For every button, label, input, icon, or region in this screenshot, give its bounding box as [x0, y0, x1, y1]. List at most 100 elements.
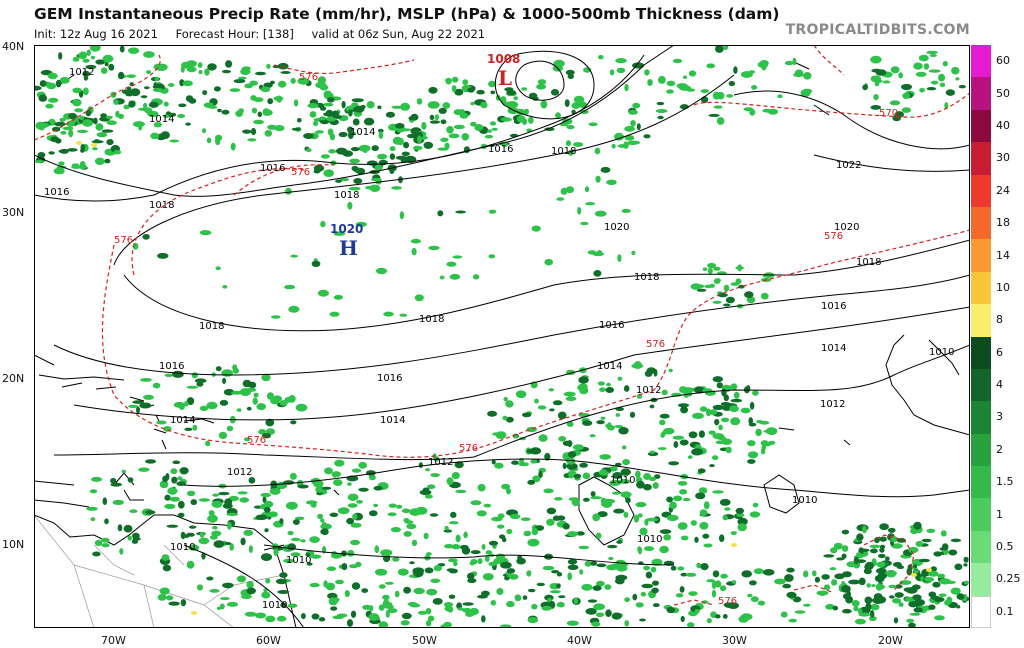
isobar-label: 1018	[634, 272, 659, 283]
isobar-label: 1014	[170, 415, 195, 426]
colorbar-swatch	[971, 77, 991, 111]
isobar-label: 1018	[334, 190, 359, 201]
isobar-label: 1010	[170, 542, 195, 553]
colorbar-label: 0.1	[996, 604, 1014, 618]
isobar-label: 1020	[834, 222, 859, 233]
isobar-label: 1014	[597, 361, 622, 372]
isobar-label: 1010	[792, 495, 817, 506]
thickness-label: 576	[824, 231, 843, 242]
isobar-label: 1016	[599, 320, 624, 331]
low-pressure-center: 1008 L	[487, 52, 520, 90]
lon-label-50w: 50W	[412, 634, 437, 647]
isobar-label: 1022	[836, 160, 861, 171]
colorbar-label: 50	[996, 86, 1010, 100]
forecast-hour: Forecast Hour: [138]	[175, 27, 294, 41]
isobar-label: 1014	[380, 415, 405, 426]
isobar-label: 1012	[227, 467, 252, 478]
low-letter: L	[498, 66, 512, 90]
thickness-label: 570	[879, 108, 898, 119]
weather-map: 1012 1014 1014 1016 1016 1016 1018 1018 …	[34, 45, 970, 628]
thickness-label: 576	[646, 339, 665, 350]
lon-label-60w: 60W	[256, 634, 281, 647]
colorbar-label: 10	[996, 280, 1010, 294]
colorbar-swatch	[971, 109, 991, 143]
isobar-label: 1016	[488, 144, 513, 155]
colorbar-swatch	[971, 466, 991, 499]
isobar-label: 1014	[350, 127, 375, 138]
colorbar-swatch	[971, 206, 991, 240]
colorbar-label: 18	[996, 216, 1010, 230]
colorbar-label: 3	[996, 410, 1003, 424]
isobar-label: 1010	[929, 347, 954, 358]
high-pressure-center: 1020 H	[330, 222, 363, 260]
isobar-label: 1020	[604, 222, 629, 233]
isobar-label: 1010	[262, 600, 287, 611]
lat-label-40n: 40N	[2, 40, 25, 53]
lat-label-20n: 20N	[2, 372, 25, 385]
isobar-label-group: 1012 1014 1014 1016 1016 1016 1018 1018 …	[44, 67, 954, 611]
lon-label-20w: 20W	[878, 634, 903, 647]
colorbar-label: 24	[996, 183, 1010, 197]
colorbar-swatch	[971, 401, 991, 435]
lat-label-30n: 30N	[2, 206, 25, 219]
colorbar-swatch	[971, 142, 991, 176]
colorbar-label: 2	[996, 442, 1003, 456]
precip-colorbar	[971, 45, 991, 629]
thickness-label: 576	[247, 435, 266, 446]
colorbar-label: 4	[996, 378, 1003, 392]
colorbar-label: 8	[996, 313, 1003, 327]
low-value: 1008	[487, 52, 520, 66]
thickness-contours	[34, 45, 970, 606]
isobar-label: 1016	[377, 373, 402, 384]
colorbar-label: 40	[996, 118, 1010, 132]
valid-time: valid at 06z Sun, Aug 22 2021	[311, 27, 486, 41]
colorbar-swatch	[971, 271, 991, 305]
precip-field	[34, 45, 970, 628]
init-time: Init: 12z Aug 16 2021	[34, 27, 158, 41]
isobar-label: 1018	[551, 146, 576, 157]
high-value: 1020	[330, 222, 363, 236]
colorbar-swatch	[971, 563, 991, 597]
colorbar-swatch	[971, 595, 991, 629]
isobar-label: 1010	[610, 475, 635, 486]
colorbar-swatch	[971, 368, 991, 402]
thickness-label: 576	[299, 72, 318, 83]
colorbar-swatch	[971, 336, 991, 370]
lon-label-30w: 30W	[722, 634, 747, 647]
lon-label-70w: 70W	[101, 634, 126, 647]
colorbar-label: 1.5	[996, 475, 1014, 489]
high-letter: H	[339, 236, 358, 260]
thickness-label: 576	[459, 443, 478, 454]
thickness-label: 576	[718, 596, 737, 607]
colorbar-label: 6	[996, 345, 1003, 359]
colorbar-swatch	[971, 530, 991, 564]
isobar-label: 1014	[821, 343, 846, 354]
map-title: GEM Instantaneous Precip Rate (mm/hr), M…	[34, 5, 780, 23]
isobar-label: 1018	[149, 200, 174, 211]
site-credit: TROPICALTIDBITS.COM	[785, 22, 970, 38]
isobar-label: 1018	[419, 314, 444, 325]
isobar-label: 1012	[428, 457, 453, 468]
thickness-label-group: 576 576 576 576 576 576 576 570 576	[114, 72, 898, 607]
isobar-label: 1016	[821, 301, 846, 312]
colorbar-label: 30	[996, 151, 1010, 165]
colorbar-swatch	[971, 174, 991, 208]
isobar-label: 1012	[636, 385, 661, 396]
lat-label-10n: 10N	[2, 538, 25, 551]
map-subtitle: Init: 12z Aug 16 2021 Forecast Hour: [13…	[34, 27, 499, 41]
colorbar-swatch	[971, 304, 991, 337]
isobar-label: 1012	[820, 399, 845, 410]
isobar-label: 1016	[260, 163, 285, 174]
isobar-label: 1018	[856, 257, 881, 268]
isobar-label: 1010	[286, 555, 311, 566]
country-borders	[34, 514, 285, 628]
isobars	[34, 45, 970, 628]
colorbar-swatch	[971, 498, 991, 532]
colorbar-swatch	[971, 45, 991, 78]
isobar-label: 1010	[637, 534, 662, 545]
thickness-label: 576	[291, 167, 310, 178]
colorbar-label: 0.25	[996, 572, 1021, 586]
thickness-label: 576	[114, 235, 133, 246]
colorbar-label: 1	[996, 507, 1003, 521]
isobar-label: 1012	[69, 67, 94, 78]
